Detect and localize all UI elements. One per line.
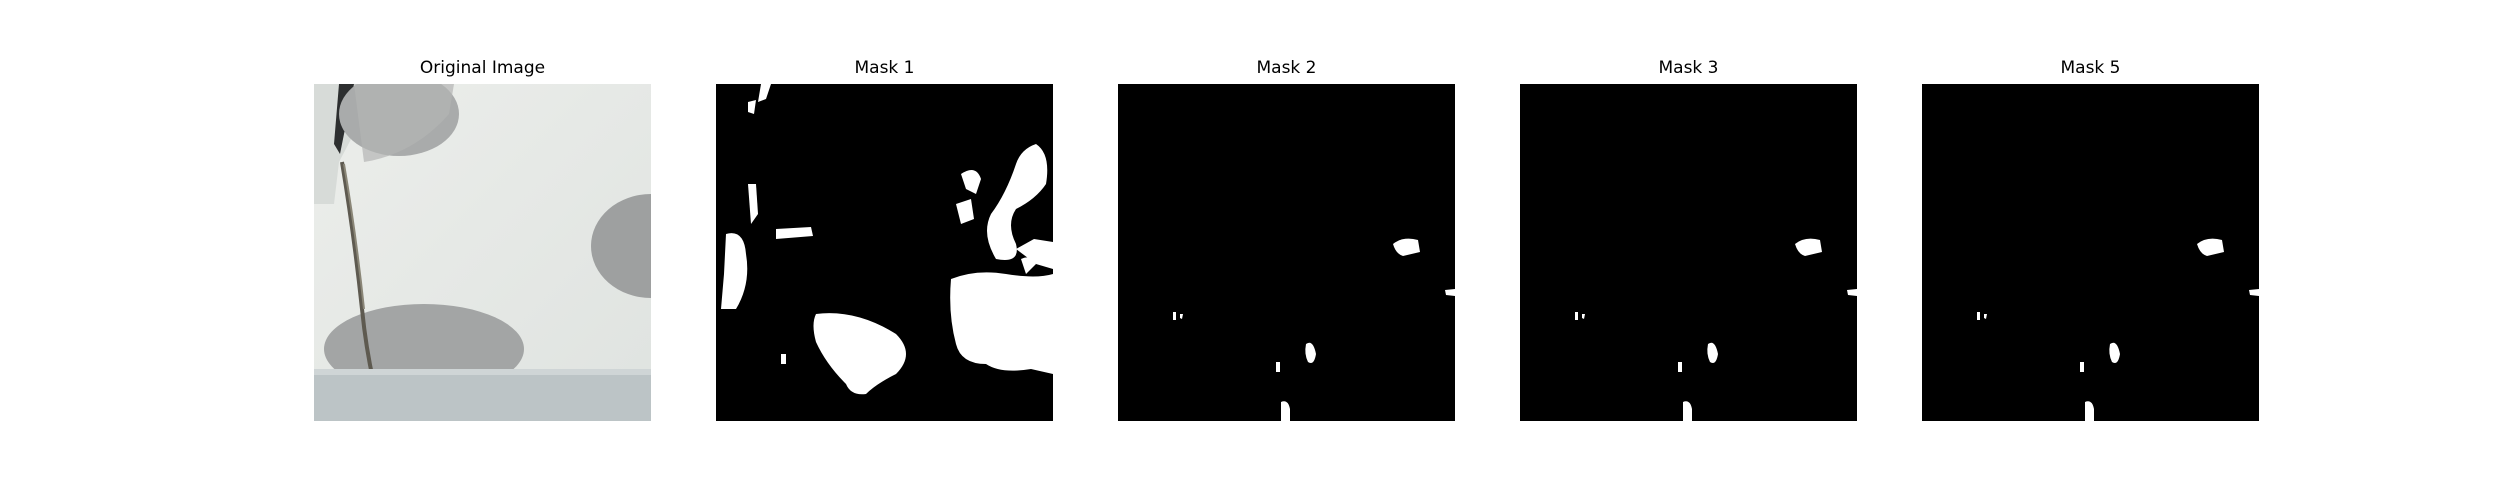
panel-title-mask-2: Mask 2 [1256, 58, 1317, 78]
original-image-panel [314, 84, 651, 421]
mask-5-panel [1922, 84, 2259, 421]
mask-1-panel [716, 84, 1053, 421]
mask-2-image [1118, 84, 1455, 421]
mask-2-panel [1118, 84, 1455, 421]
panel-title-mask-1: Mask 1 [854, 58, 915, 78]
mask-5-image [1922, 84, 2259, 421]
original-image [314, 84, 651, 421]
mask-1-image [716, 84, 1053, 421]
panel-title-original: Original Image [419, 58, 546, 78]
panel-title-mask-3: Mask 3 [1658, 58, 1719, 78]
mask-3-panel [1520, 84, 1857, 421]
panel-title-mask-5: Mask 5 [2060, 58, 2121, 78]
mask-3-image [1520, 84, 1857, 421]
